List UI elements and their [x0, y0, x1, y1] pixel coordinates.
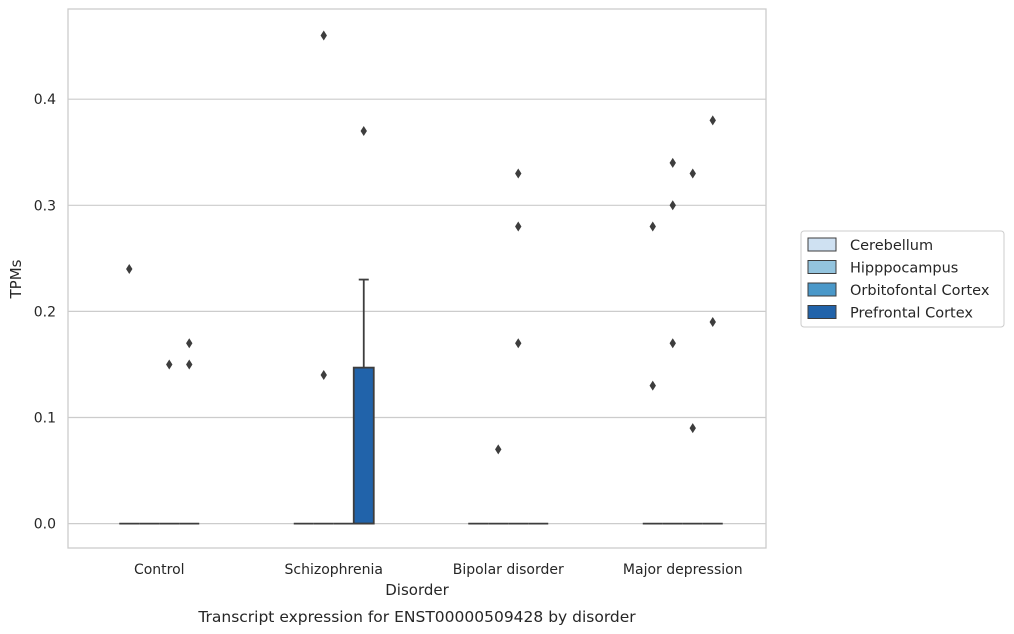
outlier-point	[320, 30, 327, 41]
outlier-point	[689, 168, 696, 179]
y-axis-label: TPMs	[7, 259, 25, 299]
legend-label: Cerebellum	[850, 238, 933, 254]
outlier-point	[515, 221, 522, 232]
outlier-point	[649, 221, 656, 232]
box-3	[352, 278, 375, 525]
outlier-point	[515, 338, 522, 349]
outlier-point	[669, 157, 676, 168]
chart-caption: Transcript expression for ENST0000050942…	[197, 608, 636, 626]
outlier-point	[320, 370, 327, 381]
outlier-point	[186, 359, 193, 370]
y-tick-label: 0.0	[34, 517, 56, 533]
legend-label: Orbitofontal Cortex	[850, 283, 990, 299]
outlier-point	[360, 126, 367, 137]
legend-swatch	[807, 260, 837, 274]
plot-area	[68, 9, 766, 548]
x-tick-label: Control	[134, 562, 185, 578]
legend-frame	[800, 230, 1005, 328]
outlier-point	[709, 317, 716, 328]
y-tick-label: 0.4	[34, 92, 56, 108]
x-tick-label: Major depression	[623, 562, 743, 578]
legend-swatch	[807, 305, 837, 319]
legend-swatch	[807, 237, 837, 252]
outlier-point	[515, 168, 522, 179]
x-tick-label: Schizophrenia	[285, 562, 383, 578]
y-tick-label: 0.3	[34, 198, 56, 214]
outlier-point	[126, 263, 133, 274]
x-axis-label: Disorder	[385, 581, 449, 599]
outlier-point	[186, 338, 193, 349]
x-tick-label: Bipolar disorder	[453, 562, 564, 578]
outlier-point	[669, 200, 676, 211]
legend-label: Hipppocampus	[850, 261, 958, 277]
outlier-point	[669, 338, 676, 349]
boxes-layer	[119, 278, 723, 525]
outlier-point	[649, 380, 656, 391]
plot-frame	[67, 8, 767, 549]
y-tick-labels: 0.0 0.1 0.2 0.3 0.4	[34, 92, 56, 532]
outlier-point	[495, 444, 502, 455]
box-body	[352, 366, 375, 525]
outlier-point	[166, 359, 173, 370]
outliers-layer	[126, 30, 716, 455]
legend-swatch	[807, 282, 837, 297]
x-tick-labels: Control Schizophrenia Bipolar disorder Majo…	[134, 562, 743, 578]
outlier-point	[689, 423, 696, 434]
legend: Cerebellum Hipppocampus Orbitofontal Corte…	[800, 230, 1005, 328]
y-tick-label: 0.1	[34, 410, 56, 426]
y-tick-label: 0.2	[34, 304, 56, 320]
outlier-point	[709, 115, 716, 126]
legend-label: Prefrontal Cortex	[850, 306, 973, 322]
